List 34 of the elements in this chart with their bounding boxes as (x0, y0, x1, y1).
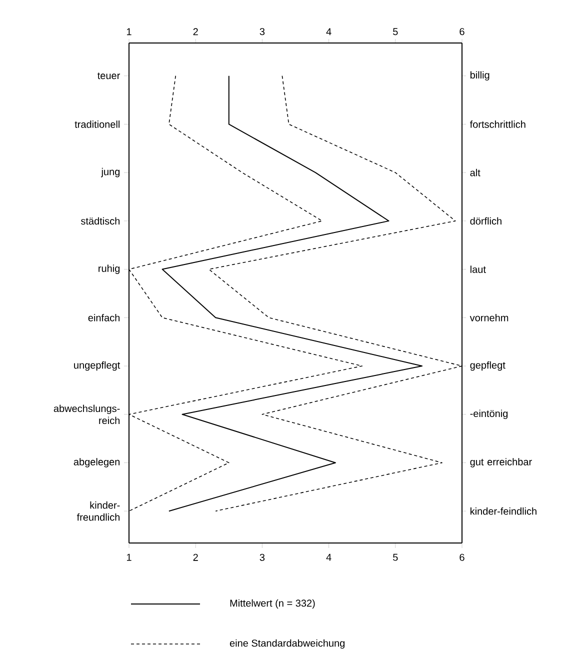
y2-tick-label: billig (470, 71, 490, 81)
x-tick-label: 5 (393, 554, 398, 561)
y2-tick-label: dörflich (470, 217, 502, 225)
y-tick-label: abwechslungs-reich (54, 404, 120, 424)
x-tick-label: 2 (193, 554, 198, 561)
y-tick-label: abgelegen (74, 458, 120, 468)
y2-tick-label: alt (470, 168, 480, 176)
x2-tick-label: 5 (393, 28, 398, 36)
y2-tick-label: -eintönig (470, 410, 508, 420)
x-tick-label: 6 (460, 554, 464, 561)
y2-tick-label: gepflegt (470, 361, 506, 371)
y-tick-label: traditionell (74, 120, 120, 128)
y2-tick-label: laut (470, 266, 486, 273)
y-tick-label: ungepflegt (74, 361, 120, 371)
y2-tick-label: fortschrittlich (470, 120, 526, 128)
y2-tick-label: kinder-feindlich (470, 507, 536, 515)
text: eine Standardabweichung (230, 639, 345, 649)
y2-tick-label: gut erreichbar (470, 458, 532, 468)
y-tick-label: ruhig (98, 264, 120, 274)
x-tick-label: 3 (260, 554, 265, 561)
y-tick-label: einfach (88, 314, 120, 322)
x-tick-label: 1 (126, 554, 132, 561)
y2-tick-label: vornehm (470, 314, 508, 322)
y-tick-label: städtisch (80, 217, 120, 225)
y-tick-label: kinder-freundlich (76, 501, 120, 521)
x2-tick-label: 1 (126, 28, 132, 36)
text: Mittelwert (n = 332) (230, 599, 315, 609)
x-tick-label: 4 (326, 554, 332, 561)
y-tick-label: jung (101, 168, 120, 178)
x2-tick-label: 3 (260, 28, 265, 36)
y-tick-label: teuer (98, 72, 120, 80)
x2-tick-label: 6 (460, 28, 464, 36)
x2-tick-label: 4 (326, 28, 332, 36)
x2-tick-label: 2 (193, 28, 198, 36)
